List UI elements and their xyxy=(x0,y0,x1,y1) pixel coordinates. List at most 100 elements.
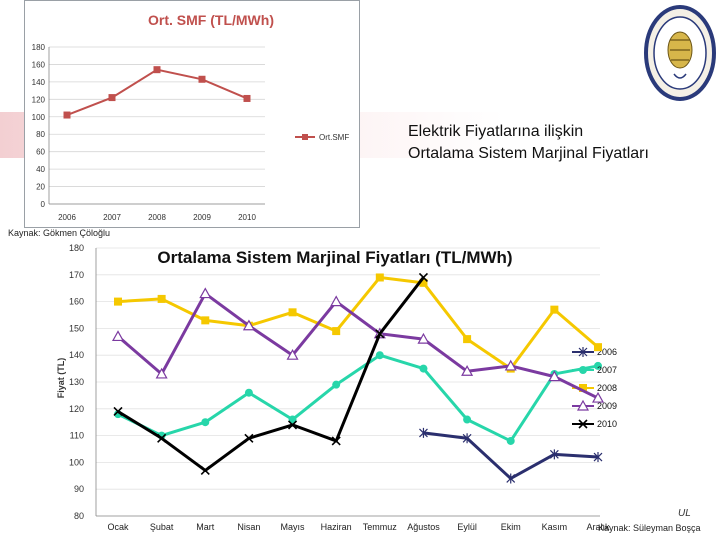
x-tick-label: Aralık xyxy=(586,522,610,532)
series-2010 xyxy=(113,272,429,476)
data-point xyxy=(419,278,428,287)
source-caption-top: Kaynak: Gökmen Çöloğlu xyxy=(8,228,111,238)
x-tick-label: 2009 xyxy=(193,213,211,222)
data-point xyxy=(419,364,428,373)
series-2008 xyxy=(114,273,602,373)
x-tick-label: Kasım xyxy=(542,522,568,532)
y-tick-label: 120 xyxy=(69,404,84,414)
x-tick-label: Nisan xyxy=(237,522,260,532)
x-tick-label: 2010 xyxy=(238,213,256,222)
data-point xyxy=(108,94,116,102)
x-tick-label: 2008 xyxy=(148,213,166,222)
data-point xyxy=(114,297,122,306)
data-point xyxy=(155,367,168,379)
y-tick-label: 180 xyxy=(69,243,84,253)
y-tick-label: 180 xyxy=(32,43,46,52)
y-tick-label: 60 xyxy=(36,148,45,157)
x-tick-label: 2007 xyxy=(103,213,121,222)
x-tick-label: Ocak xyxy=(107,522,129,532)
y-tick-label: 110 xyxy=(70,431,84,441)
heading-line-2: Ortalama Sistem Marjinal Fiyatları xyxy=(408,145,649,162)
corner-mark: UL xyxy=(678,508,691,519)
data-point xyxy=(242,319,255,331)
data-point xyxy=(417,332,430,344)
data-point xyxy=(463,415,472,424)
data-point xyxy=(288,415,297,424)
data-point xyxy=(332,380,341,389)
data-point xyxy=(63,111,71,119)
data-point xyxy=(113,406,123,417)
y-tick-label: 160 xyxy=(32,60,46,69)
y-tick-label: 140 xyxy=(69,350,84,360)
legend-item-2007: 2007 xyxy=(572,365,617,375)
series-line-2010 xyxy=(117,276,425,472)
legend-marker xyxy=(302,134,308,140)
legend-label: Ort.SMF xyxy=(319,133,349,142)
y-tick-label: 140 xyxy=(32,78,46,87)
data-point xyxy=(331,436,341,446)
legend-item-2006: 2006 xyxy=(572,347,617,357)
data-point xyxy=(418,272,429,283)
annual-smf-chart-frame: Ort. SMF (TL/MWh) 180 160 140 120 100 80 60 40 20… xyxy=(24,0,360,228)
chart-title: Ortalama Sistem Marjinal Fiyatları (TL/M… xyxy=(157,248,512,267)
page-heading: Elektrik Fiyatlarına ilişkin Ortalama Si… xyxy=(408,121,649,165)
data-point xyxy=(594,343,602,352)
university-seal-icon xyxy=(640,0,720,106)
data-point xyxy=(244,388,253,397)
annual-smf-chart: Ort. SMF (TL/MWh) 180 160 140 120 100 80 60 40 20… xyxy=(32,12,350,222)
series-line-2007 xyxy=(117,353,599,443)
legend-label: 2010 xyxy=(597,419,617,429)
data-point xyxy=(593,452,603,463)
data-point xyxy=(461,365,474,376)
monthly-smf-chart: 180 170 160 150 140 130 120 110 100 90 80 Ortalama … xyxy=(56,243,617,532)
data-point xyxy=(594,361,602,370)
y-tick-label: 130 xyxy=(69,377,84,387)
data-point xyxy=(419,427,428,438)
series-2007 xyxy=(114,351,602,445)
legend-marker xyxy=(579,366,587,374)
series-line-2009 xyxy=(117,292,599,400)
data-point xyxy=(506,436,515,445)
y-tick-label: 100 xyxy=(32,113,46,122)
legend-label: 2008 xyxy=(597,383,617,393)
legend-marker xyxy=(578,347,588,357)
data-point xyxy=(153,66,161,74)
data-point xyxy=(550,305,559,314)
series-line-Ort.SMF xyxy=(66,68,248,116)
legend-marker xyxy=(579,384,587,392)
data-point xyxy=(200,465,210,476)
y-tick-label: 80 xyxy=(36,130,45,139)
y-tick-label: 120 xyxy=(32,95,46,104)
data-point xyxy=(375,329,385,339)
y-tick-label: 40 xyxy=(36,165,45,174)
data-point xyxy=(243,94,251,102)
legend-marker xyxy=(578,419,588,429)
y-tick-label: 20 xyxy=(36,183,45,192)
data-point xyxy=(462,433,472,444)
x-tick-label: Eylül xyxy=(457,522,477,532)
data-point xyxy=(549,449,559,460)
y-tick-label: 160 xyxy=(69,297,84,307)
data-point xyxy=(332,327,341,336)
data-point xyxy=(330,295,343,307)
legend-marker xyxy=(576,399,590,411)
legend-label: 2007 xyxy=(597,365,617,375)
y-tick-label: 90 xyxy=(74,484,84,494)
data-point xyxy=(244,433,254,443)
x-tick-label: Temmuz xyxy=(363,522,398,532)
data-point xyxy=(111,330,125,342)
legend-item-2009: 2009 xyxy=(572,399,617,411)
data-point xyxy=(548,370,561,382)
y-axis-label: Fiyat (TL) xyxy=(56,358,66,399)
y-tick-label: 170 xyxy=(69,270,84,280)
data-point xyxy=(591,391,605,403)
x-tick-label: 2006 xyxy=(58,213,76,222)
legend-label: 2006 xyxy=(597,347,617,357)
data-point xyxy=(504,359,517,371)
legend-label: 2009 xyxy=(597,401,617,411)
data-point xyxy=(201,316,210,325)
heading-line-1: Elektrik Fiyatlarına ilişkin xyxy=(408,123,584,140)
data-point xyxy=(287,420,298,430)
series-2009 xyxy=(111,287,605,403)
x-tick-label: Ağustos xyxy=(407,522,440,532)
